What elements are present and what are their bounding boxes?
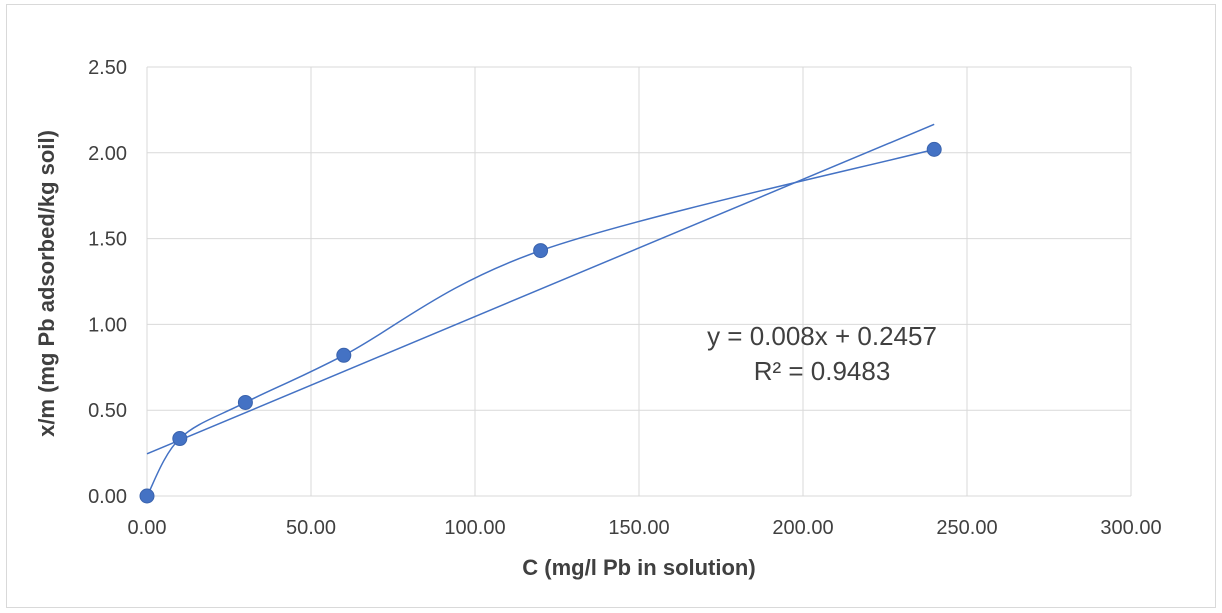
x-tick-label: 300.00 bbox=[1100, 517, 1161, 539]
x-axis-title: C (mg/l Pb in solution) bbox=[522, 555, 755, 580]
y-tick-label: 1.00 bbox=[88, 314, 127, 336]
scatter-chart: 0.00 50.00 100.00 150.00 200.00 250.00 300.00 0… bbox=[34, 57, 1162, 580]
y-tick-label: 2.00 bbox=[88, 143, 127, 165]
trendline bbox=[146, 123, 935, 455]
data-point bbox=[237, 394, 253, 410]
data-series bbox=[139, 141, 942, 504]
y-axis-title: x/m (mg Pb adsorbed/kg soil) bbox=[34, 130, 59, 437]
y-tick-label: 0.50 bbox=[88, 400, 127, 422]
tick-labels: 0.00 50.00 100.00 150.00 200.00 250.00 300.00 0… bbox=[88, 57, 1162, 539]
x-tick-label: 0.00 bbox=[128, 517, 167, 539]
r-squared-label: R² = 0.9483 bbox=[754, 356, 891, 386]
data-point bbox=[926, 141, 942, 157]
data-point bbox=[336, 347, 352, 363]
chart-frame: 0.00 50.00 100.00 150.00 200.00 250.00 300.00 0… bbox=[6, 4, 1216, 608]
data-point bbox=[533, 243, 549, 259]
trendline-equation: y = 0.008x + 0.2457 bbox=[707, 321, 937, 351]
gridlines bbox=[147, 66, 1132, 496]
x-tick-label: 200.00 bbox=[772, 517, 833, 539]
data-point bbox=[139, 488, 155, 504]
y-tick-label: 1.50 bbox=[88, 229, 127, 251]
x-tick-label: 250.00 bbox=[936, 517, 997, 539]
data-point bbox=[172, 431, 188, 447]
x-tick-label: 100.00 bbox=[444, 517, 505, 539]
x-tick-label: 150.00 bbox=[608, 517, 669, 539]
x-tick-label: 50.00 bbox=[286, 517, 336, 539]
axes bbox=[146, 67, 1131, 497]
y-tick-label: 2.50 bbox=[88, 57, 127, 79]
linear-trendline bbox=[146, 123, 935, 455]
y-tick-label: 0.00 bbox=[88, 486, 127, 508]
